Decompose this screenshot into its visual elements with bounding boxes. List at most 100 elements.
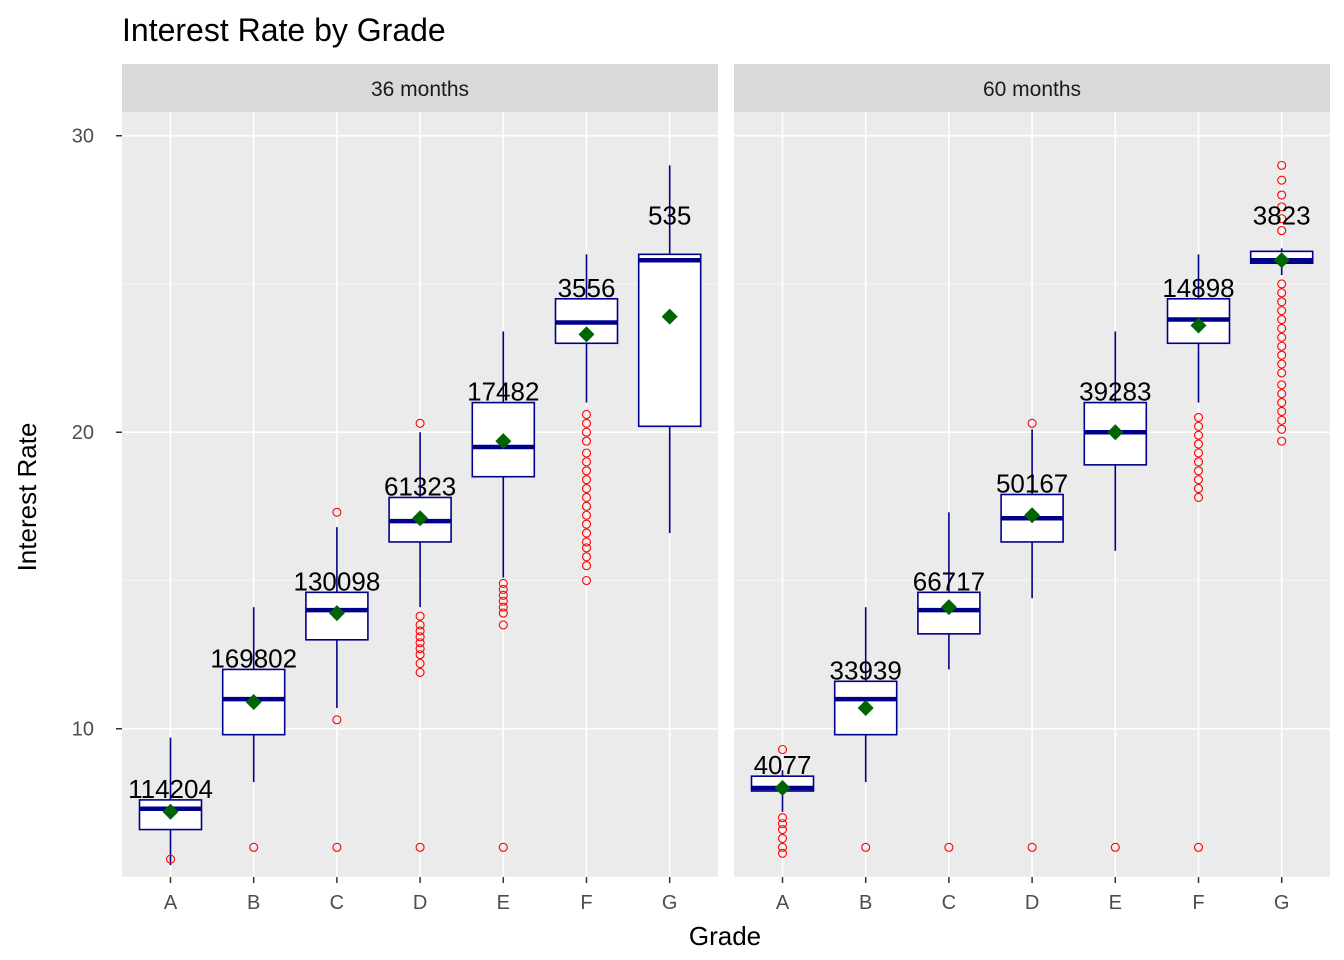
- count-label: 114204: [128, 774, 213, 804]
- boxplot-C: 130098: [294, 507, 381, 852]
- outlier-point: [1277, 160, 1287, 170]
- outlier-point: [1277, 190, 1287, 200]
- x-tick-label: E: [497, 892, 510, 914]
- outlier-point: [415, 650, 425, 660]
- outlier-point: [1193, 457, 1204, 467]
- outlier-point: [581, 543, 592, 553]
- outlier-point: [1193, 492, 1204, 503]
- outlier-point: [332, 715, 342, 725]
- outlier-point: [581, 457, 592, 467]
- outlier-point: [415, 638, 425, 648]
- outlier-point: [415, 626, 425, 636]
- count-label: 130098: [294, 566, 381, 596]
- mean-marker: [412, 510, 429, 527]
- outlier-point: [415, 418, 425, 428]
- boxplot-C: 66717: [913, 512, 985, 852]
- x-axis-title: Grade: [689, 921, 761, 951]
- mean-marker: [328, 605, 345, 622]
- mean-marker: [774, 780, 791, 797]
- facet-panel-60-months: 60 months A B C D E F G 4077 33939 66717 50167 39283…: [734, 64, 1330, 914]
- outlier-point: [1027, 842, 1037, 852]
- outlier-point: [415, 620, 425, 630]
- outlier-point: [777, 744, 788, 755]
- mean-marker: [1273, 252, 1290, 269]
- outlier-point: [1277, 175, 1287, 185]
- outlier-point: [581, 418, 592, 428]
- x-tick-label: E: [1109, 892, 1122, 914]
- outlier-point: [1193, 448, 1204, 458]
- mean-marker: [578, 326, 595, 343]
- outlier-point: [415, 632, 425, 642]
- outlier-point: [1277, 389, 1287, 399]
- outlier-point: [777, 819, 788, 829]
- outlier-point: [581, 528, 592, 538]
- count-label: 169802: [210, 643, 297, 673]
- count-label: 50167: [996, 469, 1068, 499]
- outlier-point: [1193, 421, 1204, 431]
- outlier-point: [1193, 484, 1204, 494]
- x-tick-label: A: [164, 892, 178, 914]
- outlier-point: [1277, 359, 1287, 369]
- y-axis-title: Interest Rate: [12, 423, 42, 572]
- outlier-point: [1277, 288, 1287, 298]
- mean-marker: [661, 308, 678, 325]
- outlier-point: [1277, 368, 1287, 378]
- mean-marker: [245, 694, 262, 711]
- boxplot-F: 14898: [1162, 254, 1235, 852]
- outlier-point: [777, 813, 788, 823]
- facet-panel-36-months: 36 months A B C D E F G 114204 169802 130098 61323 1…: [122, 64, 718, 914]
- outlier-point: [1110, 842, 1120, 852]
- outlier-point: [581, 475, 592, 485]
- outlier-point: [581, 466, 592, 476]
- mean-marker: [1024, 507, 1041, 524]
- outlier-point: [1277, 306, 1287, 316]
- boxplot-B: 169802: [210, 607, 297, 852]
- outlier-point: [1277, 380, 1287, 390]
- outlier-point: [777, 825, 788, 835]
- outlier-point: [581, 575, 592, 586]
- outlier-point: [581, 552, 592, 562]
- outlier-point: [1193, 439, 1204, 449]
- outlier-point: [581, 484, 592, 494]
- outlier-point: [332, 507, 342, 517]
- boxplot-B: 33939: [830, 607, 902, 852]
- x-tick-label: C: [330, 892, 344, 914]
- outlier-point: [1193, 475, 1204, 485]
- outlier-point: [498, 596, 508, 606]
- x-tick-label: C: [942, 892, 956, 914]
- chart-title: Interest Rate by Grade: [122, 12, 446, 48]
- outlier-point: [1193, 466, 1204, 476]
- x-tick-label: D: [413, 892, 427, 914]
- boxplot-A: 4077: [750, 744, 815, 858]
- facet-strip: [122, 64, 718, 112]
- outlier-point: [581, 561, 592, 571]
- x-tick-label: B: [859, 892, 872, 914]
- outlier-point: [861, 842, 871, 852]
- box: [637, 253, 702, 428]
- boxplot-D: 50167: [996, 418, 1068, 852]
- outlier-point: [581, 510, 592, 520]
- mean-marker: [495, 433, 512, 450]
- outlier-point: [415, 611, 425, 621]
- outlier-point: [581, 519, 592, 529]
- x-tick-label: B: [247, 892, 260, 914]
- outlier-point: [498, 584, 508, 594]
- outlier-point: [415, 667, 425, 677]
- outlier-point: [1193, 412, 1204, 422]
- outlier-point: [1277, 350, 1287, 360]
- count-label: 61323: [384, 471, 456, 501]
- outlier-point: [777, 833, 788, 844]
- outlier-point: [581, 448, 592, 458]
- y-tick-label: 30: [72, 126, 94, 148]
- mean-marker: [1190, 317, 1207, 334]
- outlier-point: [1277, 341, 1287, 351]
- outlier-point: [1277, 279, 1287, 289]
- outlier-point: [1193, 430, 1204, 440]
- y-axis: 10 20 30: [72, 126, 122, 741]
- boxplot-F: 3556: [554, 254, 619, 586]
- mean-marker: [162, 803, 179, 820]
- outlier-point: [1277, 323, 1287, 334]
- count-label: 4077: [754, 750, 812, 780]
- outlier-point: [415, 842, 425, 852]
- outlier-point: [1277, 202, 1287, 212]
